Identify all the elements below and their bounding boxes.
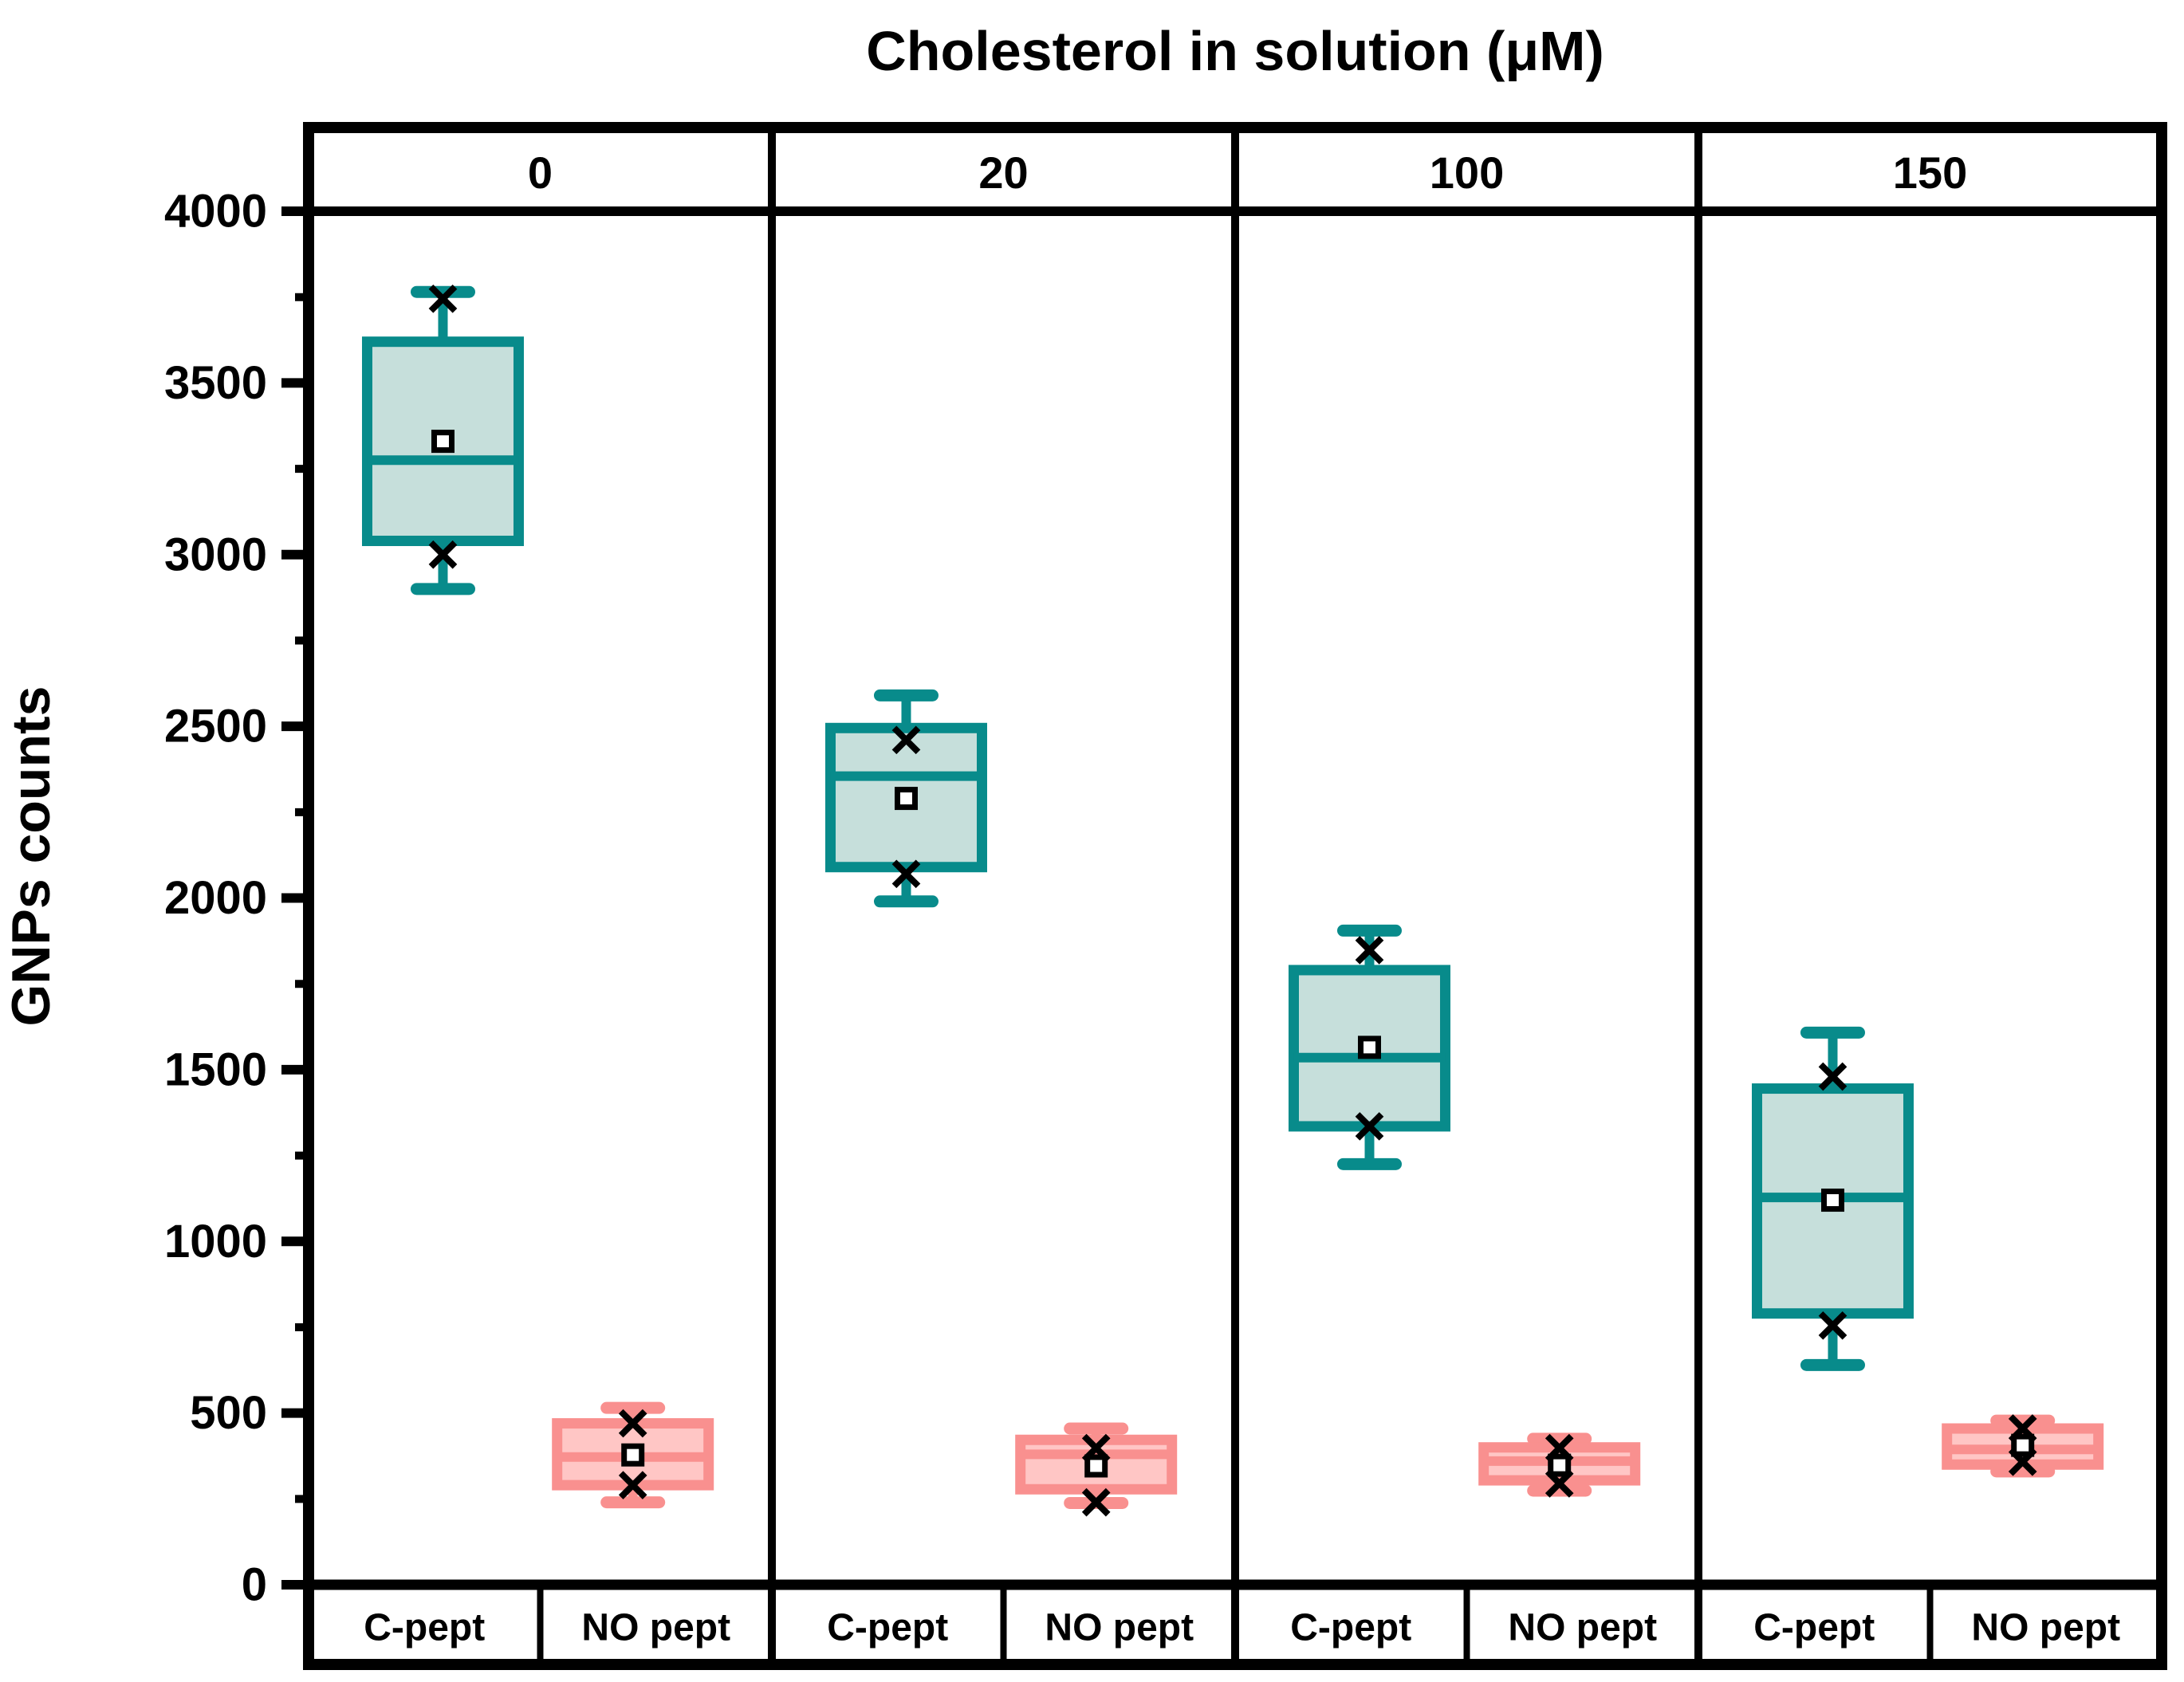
marker-high-x bbox=[891, 725, 921, 755]
x-band-label-0: 0 bbox=[528, 147, 553, 198]
marker-low-x bbox=[618, 1471, 647, 1499]
boxplot-c-pept-box-0 bbox=[361, 285, 524, 595]
marker-low-x bbox=[428, 540, 458, 569]
marker-high-x bbox=[1818, 1062, 1848, 1091]
marker-low-x bbox=[1818, 1311, 1848, 1340]
mean-square bbox=[1548, 1453, 1572, 1477]
mean-square bbox=[2011, 1433, 2035, 1457]
y-tick-label: 0 bbox=[242, 1559, 267, 1611]
boxplot-no-pept-box-0 bbox=[552, 1401, 714, 1509]
mean-square bbox=[894, 787, 918, 811]
bottom-label-c-pept-panel-0: C-pept bbox=[364, 1607, 485, 1649]
bottom-label-c-pept-panel-100: C-pept bbox=[1290, 1607, 1411, 1649]
mean-square bbox=[431, 430, 455, 454]
chart-layer: 0 500 1000 1500 2000 2500 3000 3500 4000 0 20 100 15… bbox=[164, 122, 2167, 1670]
bottom-label-c-pept-panel-150: C-pept bbox=[1753, 1607, 1875, 1649]
boxplot-c-pept-box-20 bbox=[824, 689, 987, 908]
marker-low-x bbox=[1355, 1112, 1384, 1141]
bottom-label-no-pept-panel-20: NO pept bbox=[1045, 1607, 1194, 1649]
x-band-label-20: 20 bbox=[978, 147, 1028, 198]
y-tick-label: 1500 bbox=[164, 1043, 267, 1095]
iqr-box bbox=[361, 336, 524, 547]
mean-square bbox=[1820, 1189, 1844, 1212]
y-axis-label: GNPs counts bbox=[1, 686, 61, 1027]
bottom-label-no-pept-panel-150: NO pept bbox=[1971, 1607, 2120, 1649]
y-tick-label: 500 bbox=[190, 1387, 267, 1439]
marker-low-x bbox=[891, 859, 921, 889]
bottom-label-c-pept-panel-20: C-pept bbox=[827, 1607, 948, 1649]
bottom-label-no-pept-panel-0: NO pept bbox=[581, 1607, 730, 1649]
mean-square bbox=[1357, 1036, 1381, 1059]
mean-square bbox=[621, 1443, 645, 1467]
y-tick-label: 3500 bbox=[164, 357, 267, 409]
y-tick-label: 4000 bbox=[164, 186, 267, 238]
boxplot-no-pept-box-20 bbox=[1015, 1422, 1178, 1517]
x-band-label-100: 100 bbox=[1430, 147, 1504, 198]
y-tick-label: 2500 bbox=[164, 701, 267, 753]
boxplot-no-pept-box-100 bbox=[1478, 1432, 1641, 1498]
y-tick-label: 1000 bbox=[164, 1216, 267, 1267]
marker-high-x bbox=[618, 1409, 647, 1438]
x-band-label-150: 150 bbox=[1893, 147, 1967, 198]
y-tick-label: 2000 bbox=[164, 872, 267, 924]
boxplot-no-pept-box-150 bbox=[1942, 1414, 2104, 1478]
boxplot-c-pept-box-150 bbox=[1751, 1026, 1914, 1371]
y-tick-label: 3000 bbox=[164, 529, 267, 580]
marker-high-x bbox=[428, 285, 458, 313]
boxplot-c-pept-box-100 bbox=[1288, 924, 1450, 1170]
marker-high-x bbox=[1355, 936, 1384, 965]
marker-low-x bbox=[1081, 1487, 1111, 1517]
chart-title: Cholesterol in solution (μM) bbox=[866, 20, 1604, 82]
mean-square bbox=[1084, 1454, 1108, 1478]
bottom-label-no-pept-panel-100: NO pept bbox=[1508, 1607, 1657, 1649]
